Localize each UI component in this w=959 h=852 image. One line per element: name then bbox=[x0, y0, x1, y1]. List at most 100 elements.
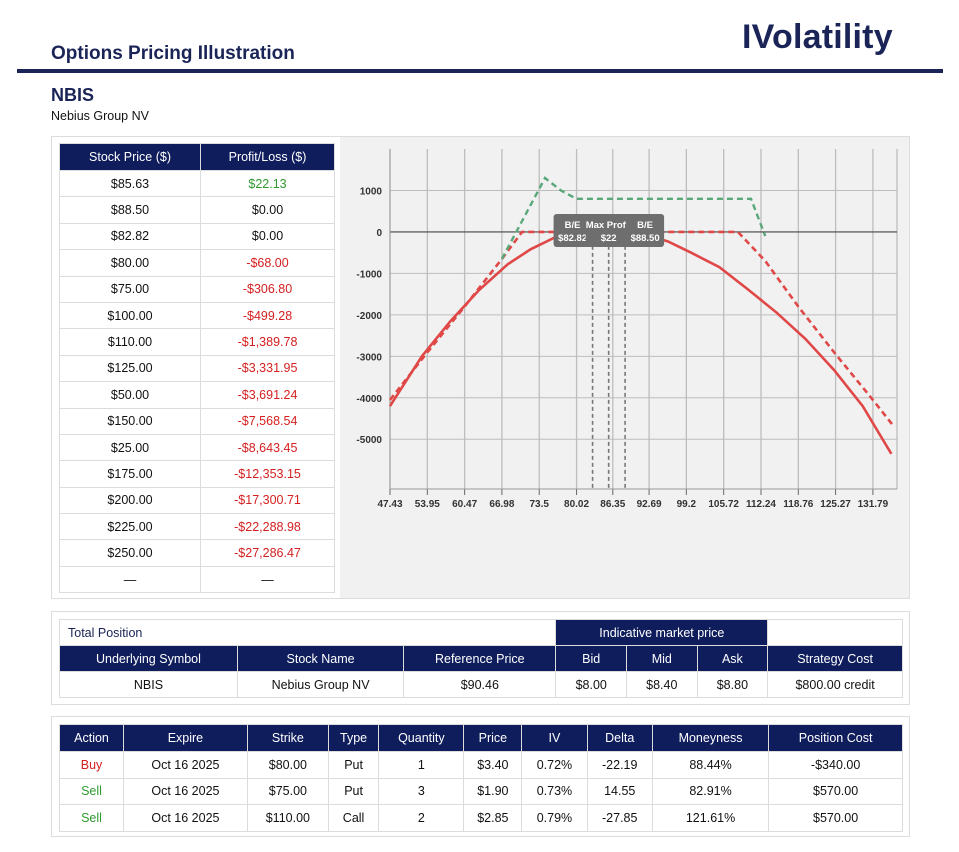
table-row: Sell Oct 16 2025 $75.00 Put 3 $1.90 0.73% 14.55… bbox=[58, 777, 903, 805]
profit-loss-cell: -$306.80 bbox=[200, 275, 335, 303]
blank-cell bbox=[767, 619, 903, 646]
leg-cell: -$340.00 bbox=[768, 751, 903, 779]
leg-header-cell: IV bbox=[521, 724, 588, 752]
leg-cell: 82.91% bbox=[651, 777, 770, 805]
y-tick-label: -5000 bbox=[356, 435, 382, 446]
profit-loss-cell: $0.00 bbox=[200, 222, 335, 251]
table-row: $110.00 -$1,389.78 bbox=[58, 328, 335, 356]
x-tick-label: 105.72 bbox=[708, 499, 739, 510]
x-tick-label: 53.95 bbox=[415, 499, 440, 510]
profit-loss-cell: -$3,331.95 bbox=[200, 354, 335, 383]
profit-loss-cell: -$68.00 bbox=[200, 249, 335, 277]
stock-price-cell: $82.82 bbox=[58, 222, 202, 251]
x-tick-label: 66.98 bbox=[489, 499, 514, 510]
header-profit-loss: Profit/Loss ($) bbox=[200, 143, 335, 171]
marker-box bbox=[553, 214, 592, 247]
leg-cell: $80.00 bbox=[246, 751, 329, 779]
stock-price-cell: $85.63 bbox=[58, 169, 202, 198]
leg-header-cell: Position Cost bbox=[768, 724, 903, 752]
table-row: $85.63 $22.13 bbox=[58, 169, 335, 198]
marker-label: B/E $82.82 bbox=[553, 214, 592, 247]
table-row: $225.00 -$22,288.98 bbox=[58, 513, 335, 541]
total-position-title: Total Position bbox=[58, 619, 556, 646]
y-tick-label: -2000 bbox=[356, 311, 382, 322]
leg-cell: $570.00 bbox=[768, 777, 903, 805]
profit-loss-cell: -$499.28 bbox=[200, 301, 335, 330]
stock-price-cell: $125.00 bbox=[58, 354, 202, 383]
leg-cell: 1 bbox=[378, 751, 465, 779]
page-title: Options Pricing Illustration bbox=[51, 43, 295, 64]
x-tick-label: 86.35 bbox=[600, 499, 625, 510]
tp-value-cell: $800.00 credit bbox=[767, 671, 903, 698]
stock-price-cell: $100.00 bbox=[58, 301, 202, 330]
table-row: $50.00 -$3,691.24 bbox=[58, 381, 335, 409]
x-tick-label: 92.69 bbox=[637, 499, 662, 510]
total-position-headers: Underlying Symbol Stock Name Reference Pri… bbox=[59, 645, 903, 672]
x-tick-label: 131.79 bbox=[858, 499, 889, 510]
table-row: Sell Oct 16 2025 $110.00 Call 2 $2.85 0.79% -27… bbox=[58, 804, 903, 832]
stock-price-cell: $88.50 bbox=[58, 196, 202, 224]
tp-header-cell: Strategy Cost bbox=[767, 645, 903, 672]
leg-cell: $1.90 bbox=[463, 777, 523, 805]
marker-value: $88.50 bbox=[631, 233, 660, 244]
tp-value-cell: $8.40 bbox=[626, 671, 698, 698]
leg-header-cell: Strike bbox=[246, 724, 329, 752]
table-row: $175.00 -$12,353.15 bbox=[58, 460, 335, 488]
leg-header-cell: Action bbox=[58, 724, 125, 752]
header-divider bbox=[17, 69, 943, 73]
leg-cell: 2 bbox=[378, 804, 465, 832]
leg-cell: $110.00 bbox=[246, 804, 329, 832]
stock-price-cell: $75.00 bbox=[58, 275, 202, 303]
leg-header-cell: Expire bbox=[123, 724, 248, 752]
table-row: $75.00 -$306.80 bbox=[58, 275, 335, 303]
profit-loss-cell: -$7,568.54 bbox=[200, 407, 335, 435]
leg-cell: $75.00 bbox=[246, 777, 329, 805]
profit-loss-cell: $22.13 bbox=[200, 169, 335, 198]
stock-price-cell: — bbox=[58, 565, 202, 594]
tp-header-cell: Stock Name bbox=[236, 645, 405, 672]
total-position-values: NBIS Nebius Group NV $90.46 $8.00 $8.40 $8.80… bbox=[59, 671, 903, 698]
leg-cell: $2.85 bbox=[463, 804, 523, 832]
header-stock-price: Stock Price ($) bbox=[58, 143, 202, 171]
leg-cell: -22.19 bbox=[586, 751, 653, 779]
profit-loss-cell: -$22,288.98 bbox=[200, 513, 335, 541]
table-row: $80.00 -$68.00 bbox=[58, 249, 335, 277]
marker-label: Max Profit $22 bbox=[585, 214, 632, 247]
company-name: Nebius Group NV bbox=[51, 109, 149, 123]
marker-label: B/E $88.50 bbox=[626, 214, 665, 247]
tp-value-cell: $90.46 bbox=[403, 671, 557, 698]
tp-header-cell: Bid bbox=[555, 645, 627, 672]
profit-loss-cell: $0.00 bbox=[200, 196, 335, 224]
leg-cell: Oct 16 2025 bbox=[123, 804, 248, 832]
leg-header-cell: Price bbox=[463, 724, 523, 752]
tp-header-cell: Mid bbox=[626, 645, 698, 672]
table-row: $100.00 -$499.28 bbox=[58, 301, 335, 330]
leg-header-cell: Type bbox=[327, 724, 380, 752]
leg-header-cell: Moneyness bbox=[651, 724, 770, 752]
leg-cell: 0.73% bbox=[521, 777, 588, 805]
stock-price-cell: $200.00 bbox=[58, 486, 202, 515]
table-row: — — bbox=[58, 565, 335, 594]
profit-loss-table: Stock Price ($) Profit/Loss ($) $85.63 $2… bbox=[58, 143, 335, 594]
action-cell: Sell bbox=[58, 777, 125, 805]
tp-value-cell: $8.00 bbox=[555, 671, 627, 698]
tp-value-cell: NBIS bbox=[59, 671, 238, 698]
table-row: $82.82 $0.00 bbox=[58, 222, 335, 251]
marker-value: $22 bbox=[601, 233, 617, 244]
leg-cell: Put bbox=[327, 751, 380, 779]
stock-price-cell: $50.00 bbox=[58, 381, 202, 409]
legs-panel: Action Expire Strike Type Quantity Price IV Del… bbox=[51, 716, 910, 837]
y-tick-label: -3000 bbox=[356, 352, 382, 363]
stock-price-cell: $175.00 bbox=[58, 460, 202, 488]
leg-cell: -27.85 bbox=[586, 804, 653, 832]
leg-cell: 88.44% bbox=[651, 751, 770, 779]
pl-chart-panel: Stock Price ($) Profit/Loss ($) $85.63 $2… bbox=[51, 136, 910, 599]
brand-logo: IVolatility bbox=[742, 18, 893, 56]
tp-value-cell: $8.80 bbox=[696, 671, 769, 698]
stock-price-cell: $80.00 bbox=[58, 249, 202, 277]
marker-title: B/E bbox=[637, 220, 653, 231]
tp-header-cell: Ask bbox=[696, 645, 769, 672]
action-cell: Sell bbox=[58, 804, 125, 832]
option-legs-table: Action Expire Strike Type Quantity Price IV Del… bbox=[58, 724, 903, 832]
total-position-panel: Total Position Indicative market price U… bbox=[51, 611, 910, 705]
